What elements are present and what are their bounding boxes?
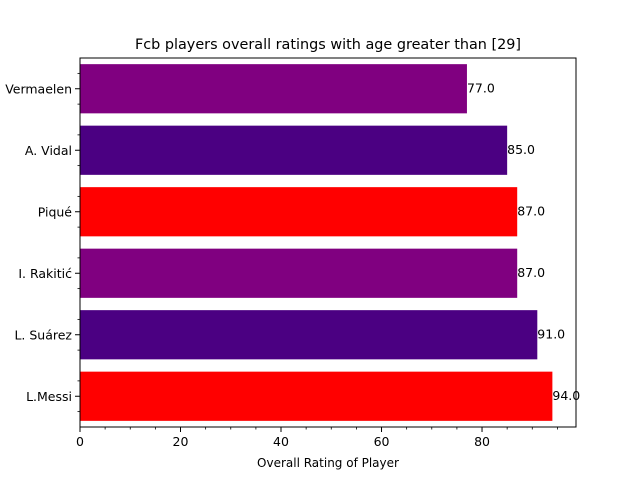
- chart-title: Fcb players overall ratings with age gre…: [135, 37, 521, 53]
- value-label: 85.0: [507, 142, 535, 157]
- bar: [80, 371, 553, 421]
- value-label: 77.0: [467, 80, 495, 95]
- y-tick-label: I. Rakitić: [18, 266, 72, 281]
- value-label: 87.0: [517, 265, 545, 280]
- value-label: 87.0: [517, 203, 545, 218]
- bar: [80, 310, 538, 360]
- x-tick-label: 0: [76, 434, 84, 449]
- x-tick-label: 20: [173, 434, 189, 449]
- x-tick-label: 40: [273, 434, 289, 449]
- y-axis: L.Messi L. Suárez I. Rakitić Piqué A. Vidal V…: [5, 72, 80, 413]
- value-labels-group: 94.0 91.0 87.0 87.0 85.0 77.0: [467, 80, 580, 403]
- value-label: 91.0: [537, 326, 565, 341]
- x-tick-label: 60: [374, 434, 390, 449]
- y-tick-label: A. Vidal: [25, 143, 72, 158]
- y-tick-label: L.Messi: [26, 389, 72, 404]
- value-label: 94.0: [552, 388, 580, 403]
- bars-group: [80, 64, 553, 421]
- bar: [80, 125, 508, 175]
- bar: [80, 248, 518, 298]
- x-tick-label: 80: [474, 434, 490, 449]
- y-tick-label: Vermaelen: [5, 81, 72, 96]
- bar: [80, 187, 518, 237]
- x-axis-label: Overall Rating of Player: [257, 456, 399, 470]
- x-axis: 0 20 40 60 80: [76, 427, 558, 449]
- y-tick-label: L. Suárez: [14, 327, 72, 342]
- bar: [80, 64, 467, 114]
- y-tick-label: Piqué: [38, 204, 73, 219]
- plot-frame: [79, 57, 577, 428]
